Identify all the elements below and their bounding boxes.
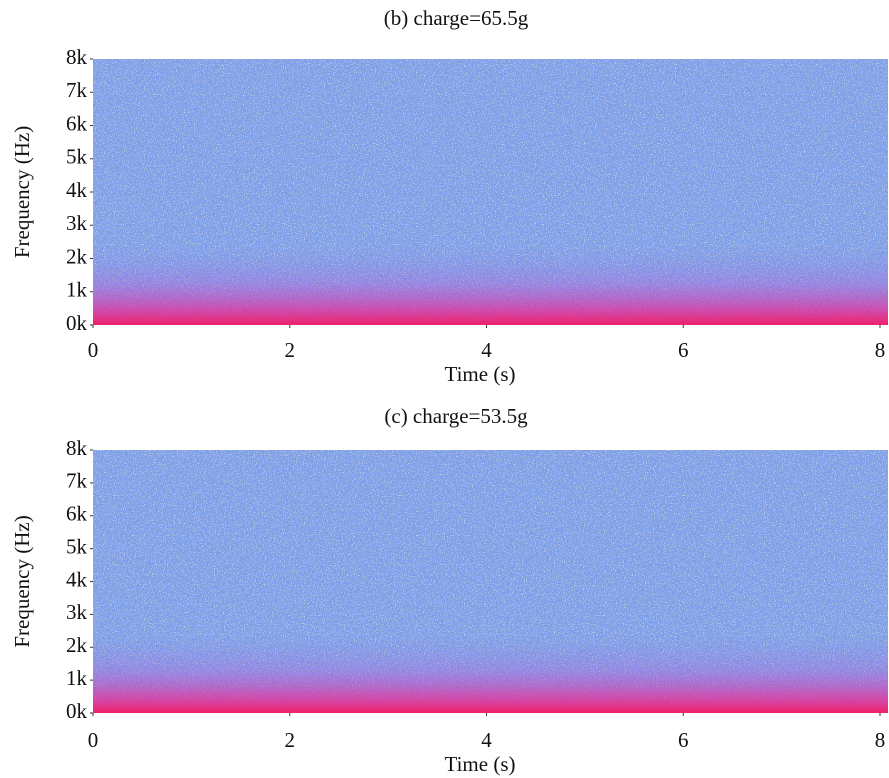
y-tick-label: 2k	[66, 633, 88, 657]
spectrogram-low-band	[93, 450, 888, 713]
x-tick-label: 0	[88, 338, 99, 362]
y-axis-label: Frequency (Hz)	[10, 515, 34, 647]
x-tick-label: 4	[481, 728, 492, 752]
y-tick-label: 7k	[66, 78, 88, 102]
x-tick-label: 6	[678, 728, 689, 752]
y-tick-label: 0k	[66, 699, 88, 723]
y-tick-label: 8k	[66, 436, 88, 460]
y-tick-label: 1k	[66, 666, 88, 690]
y-tick-label: 7k	[66, 469, 88, 493]
x-tick-label: 4	[481, 338, 492, 362]
y-tick-label: 6k	[66, 111, 88, 135]
x-tick-label: 6	[678, 338, 689, 362]
y-tick-label: 5k	[66, 534, 88, 558]
panel: (c) charge=53.5g 0k 1k 2k 3k 4k 5k 6k 7k 8k 0 2 4 6 8 T…	[10, 404, 888, 776]
y-tick-label: 8k	[66, 45, 88, 69]
y-tick-label: 3k	[66, 211, 88, 235]
x-tick-label: 8	[875, 728, 886, 752]
y-tick-label: 1k	[66, 278, 88, 302]
y-tick-label: 0k	[66, 311, 88, 335]
y-axis-label: Frequency (Hz)	[10, 126, 34, 258]
x-tick-label: 0	[88, 728, 99, 752]
y-tick-label: 6k	[66, 502, 88, 526]
spectrogram-low-band	[93, 59, 888, 325]
x-tick-label: 2	[285, 728, 296, 752]
panel: (b) charge=65.5g 0k 1k 2k 3k 4k 5k 6k 7k 8k 0 2 4 6 8 T…	[10, 6, 888, 386]
x-axis-label: Time (s)	[445, 362, 516, 386]
x-tick-label: 2	[285, 338, 296, 362]
y-tick-label: 4k	[66, 567, 88, 591]
y-tick-label: 5k	[66, 145, 88, 169]
x-axis-label: Time (s)	[445, 752, 516, 776]
x-tick-label: 8	[875, 338, 886, 362]
y-tick-label: 2k	[66, 244, 88, 268]
y-tick-label: 4k	[66, 178, 88, 202]
chart-title: (c) charge=53.5g	[384, 404, 528, 428]
y-tick-label: 3k	[66, 600, 88, 624]
chart-title: (b) charge=65.5g	[384, 6, 529, 30]
